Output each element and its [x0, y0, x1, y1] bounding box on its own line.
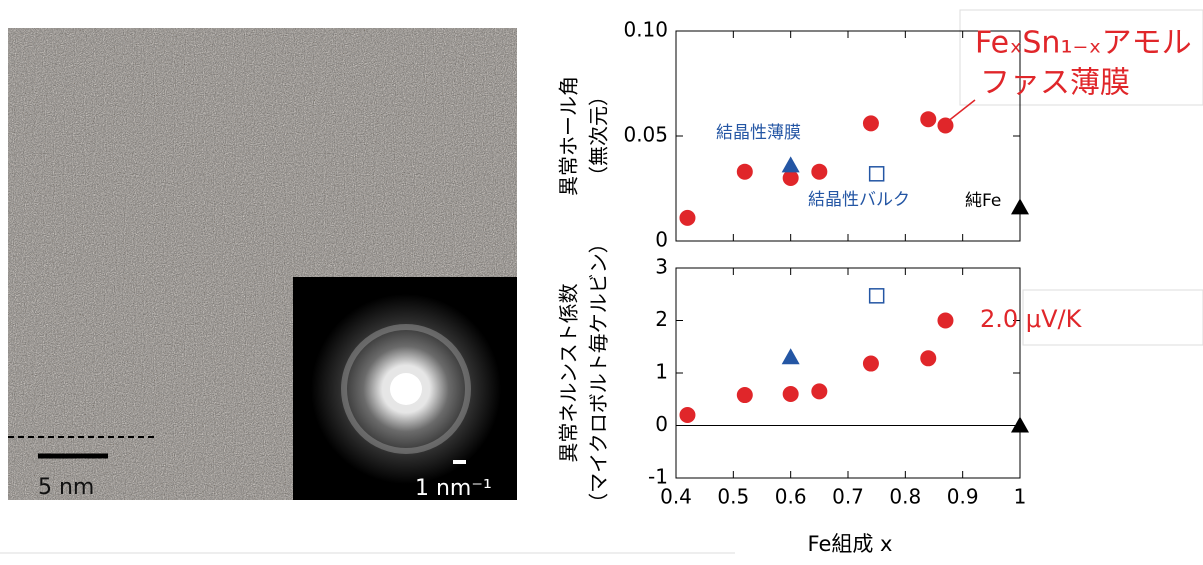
x-tick-label: 0.7: [832, 485, 864, 509]
point: [782, 386, 799, 402]
point: [862, 115, 879, 132]
series-label: 純Fe: [965, 191, 1001, 211]
y-tick-label: 3: [655, 255, 668, 279]
point: [781, 156, 800, 173]
x-tick-label: 0.5: [717, 485, 749, 509]
point: [1011, 198, 1029, 215]
plot-frame: [675, 267, 1021, 479]
y-axis-label: （無次元）: [587, 86, 611, 186]
point: [920, 350, 937, 367]
x-tick-label: 0.8: [889, 485, 921, 509]
point: [782, 170, 799, 186]
inset-scale-label: 1 nm⁻¹: [415, 476, 492, 501]
point: [937, 312, 954, 329]
series-label: 結晶性薄膜: [716, 123, 801, 143]
point: [1011, 416, 1029, 433]
x-tick-label: 0.9: [947, 485, 979, 509]
point: [868, 166, 885, 182]
y-tick-label: 0: [655, 412, 668, 436]
point: [781, 348, 800, 365]
annotation-box: [959, 9, 1203, 106]
point: [862, 355, 879, 372]
scale-label: 5 nm: [38, 475, 94, 500]
y-axis-label: 異常ネルンスト係数: [557, 283, 581, 462]
point: [679, 209, 696, 226]
point: [937, 117, 954, 134]
point: [920, 111, 937, 128]
annotation: 2.0 μV/K: [980, 305, 1083, 333]
annotation-pointer: [946, 99, 976, 123]
y-tick-label: 1: [655, 360, 668, 384]
point: [736, 163, 753, 180]
y-tick-label: 0: [655, 228, 668, 252]
y-axis-label: 異常ホール角: [557, 76, 581, 196]
y-tick-label: 0.05: [623, 123, 668, 147]
annotation-box: [1022, 289, 1203, 346]
annotation: ファス薄膜: [980, 66, 1130, 101]
y-axis-label: （マイクロボルト毎ケルビン）: [587, 233, 611, 513]
x-tick-label: 0.6: [775, 485, 807, 509]
y-tick-label: 2: [655, 307, 668, 331]
point: [811, 383, 828, 400]
point: [736, 387, 753, 404]
y-tick-label: -1: [648, 465, 668, 489]
x-axis-label: Fe組成 x: [808, 532, 893, 556]
point: [868, 288, 885, 304]
annotation: FeₓSn₁₋ₓアモル: [975, 26, 1192, 61]
diffraction-ring: [341, 324, 471, 454]
x-tick-label: 1: [1014, 485, 1027, 509]
y-tick-label: 0.10: [623, 18, 668, 42]
series-label: 結晶性バルク: [808, 190, 910, 210]
diffraction-spot: [390, 373, 422, 405]
x-tick-label: 0.4: [660, 485, 692, 509]
point: [679, 407, 696, 423]
point: [811, 163, 828, 180]
